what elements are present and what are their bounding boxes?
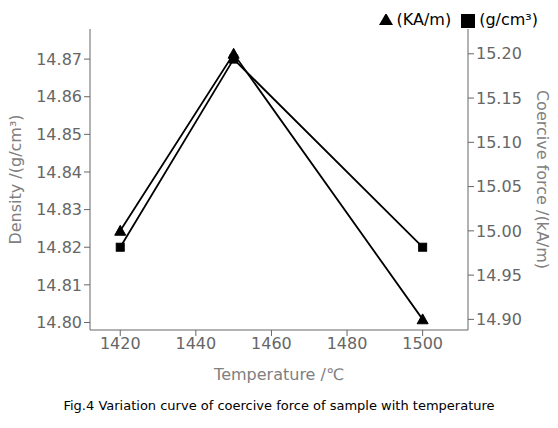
svg-text:15.20: 15.20 [476, 44, 522, 63]
svg-text:14.90: 14.90 [476, 310, 522, 329]
svg-text:1460: 1460 [251, 334, 292, 353]
svg-text:1480: 1480 [327, 334, 368, 353]
html-text:Fig.4 Variation curve of coerc: Fig.4 Variation curve of coercive force … [63, 398, 495, 413]
svg-text:14.83: 14.83 [36, 200, 82, 219]
svg-text:Density /(g/cm³): Density /(g/cm³) [8, 114, 25, 244]
svg-text:1440: 1440 [175, 334, 216, 353]
svg-text:14.87: 14.87 [36, 50, 82, 69]
html-text:(g/cm³): (g/cm³) [479, 10, 538, 29]
svg-text:14.86: 14.86 [36, 87, 82, 106]
svg-text:15.15: 15.15 [476, 89, 522, 108]
svg-text:14.84: 14.84 [36, 163, 82, 182]
svg-text:14.80: 14.80 [36, 313, 82, 332]
svg-text:14.85: 14.85 [36, 125, 82, 144]
svg-text:1500: 1500 [402, 334, 443, 353]
svg-text:14.82: 14.82 [36, 238, 82, 257]
svg-text:Temperature /℃: Temperature /℃ [213, 365, 344, 384]
svg-text:15.00: 15.00 [476, 222, 522, 241]
svg-text:Coercive force /(kA/m): Coercive force /(kA/m) [533, 90, 550, 269]
html-text:(KA/m): (KA/m) [396, 10, 452, 29]
svg-text:14.95: 14.95 [476, 266, 522, 285]
svg-text:14.81: 14.81 [36, 276, 82, 295]
svg-text:15.10: 15.10 [476, 133, 522, 152]
svg-text:1420: 1420 [100, 334, 141, 353]
svg-text:15.05: 15.05 [476, 177, 522, 196]
